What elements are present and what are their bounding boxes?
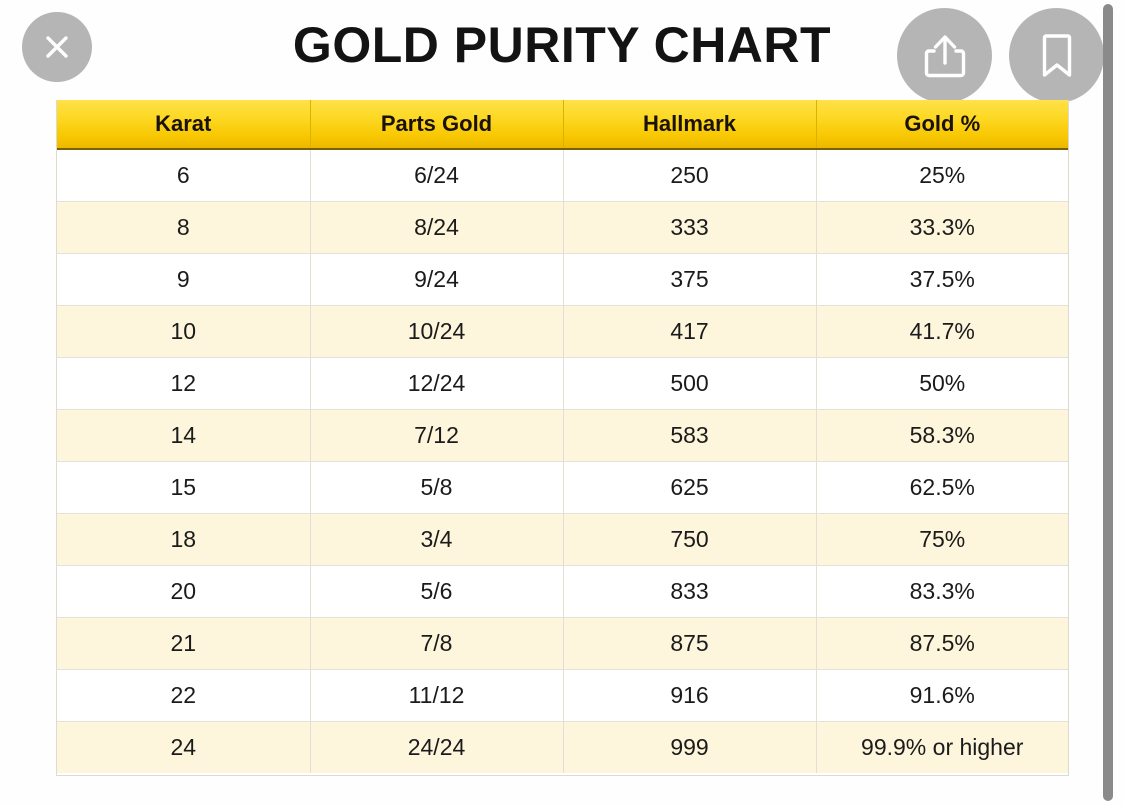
table-row: 24 24/24 999 99.9% or higher bbox=[57, 721, 1068, 773]
column-header-parts-gold: Parts Gold bbox=[310, 100, 564, 150]
column-header-hallmark: Hallmark bbox=[563, 100, 817, 150]
cell-hallmark: 625 bbox=[563, 461, 817, 514]
cell-gold-pct: 99.9% or higher bbox=[816, 721, 1068, 773]
cell-hallmark: 916 bbox=[563, 669, 817, 722]
cell-gold-pct: 37.5% bbox=[816, 253, 1068, 306]
cell-parts-gold: 9/24 bbox=[310, 253, 564, 306]
cell-parts-gold: 8/24 bbox=[310, 201, 564, 254]
cell-gold-pct: 41.7% bbox=[816, 305, 1068, 358]
cell-parts-gold: 7/12 bbox=[310, 409, 564, 462]
table-row: 21 7/8 875 87.5% bbox=[57, 617, 1068, 670]
table-row: 15 5/8 625 62.5% bbox=[57, 461, 1068, 514]
cell-hallmark: 417 bbox=[563, 305, 817, 358]
column-header-karat: Karat bbox=[57, 100, 311, 150]
cell-hallmark: 875 bbox=[563, 617, 817, 670]
cell-karat: 8 bbox=[57, 201, 311, 254]
cell-parts-gold: 12/24 bbox=[310, 357, 564, 410]
table-row: 12 12/24 500 50% bbox=[57, 357, 1068, 410]
cell-hallmark: 750 bbox=[563, 513, 817, 566]
cell-gold-pct: 91.6% bbox=[816, 669, 1068, 722]
gold-purity-table: Karat Parts Gold Hallmark Gold % 6 6/24 … bbox=[57, 100, 1068, 773]
cell-hallmark: 250 bbox=[563, 149, 817, 202]
cell-karat: 22 bbox=[57, 669, 311, 722]
cell-gold-pct: 62.5% bbox=[816, 461, 1068, 514]
cell-parts-gold: 6/24 bbox=[310, 149, 564, 202]
table-body: 6 6/24 250 25% 8 8/24 333 33.3% 9 9/24 3… bbox=[57, 149, 1068, 773]
cell-parts-gold: 11/12 bbox=[310, 669, 564, 722]
cell-parts-gold: 7/8 bbox=[310, 617, 564, 670]
cell-hallmark: 500 bbox=[563, 357, 817, 410]
cell-hallmark: 833 bbox=[563, 565, 817, 618]
vertical-scrollbar-thumb[interactable] bbox=[1103, 4, 1113, 801]
top-bar: GOLD PURITY CHART bbox=[0, 0, 1124, 103]
cell-karat: 24 bbox=[57, 721, 311, 773]
close-button[interactable] bbox=[22, 12, 92, 82]
cell-karat: 10 bbox=[57, 305, 311, 358]
page-title: GOLD PURITY CHART bbox=[292, 17, 832, 73]
cell-karat: 15 bbox=[57, 461, 311, 514]
cell-hallmark: 999 bbox=[563, 721, 817, 773]
cell-hallmark: 333 bbox=[563, 201, 817, 254]
cell-karat: 18 bbox=[57, 513, 311, 566]
cell-gold-pct: 50% bbox=[816, 357, 1068, 410]
cell-hallmark: 583 bbox=[563, 409, 817, 462]
cell-hallmark: 375 bbox=[563, 253, 817, 306]
close-x-icon bbox=[46, 36, 68, 58]
cell-karat: 12 bbox=[57, 357, 311, 410]
cell-parts-gold: 5/8 bbox=[310, 461, 564, 514]
table-row: 6 6/24 250 25% bbox=[57, 149, 1068, 202]
cell-parts-gold: 3/4 bbox=[310, 513, 564, 566]
cell-karat: 6 bbox=[57, 149, 311, 202]
bookmark-button[interactable] bbox=[1009, 8, 1104, 103]
cell-gold-pct: 33.3% bbox=[816, 201, 1068, 254]
cell-parts-gold: 24/24 bbox=[310, 721, 564, 773]
bookmark-icon bbox=[1042, 33, 1071, 77]
gold-purity-table-container: Karat Parts Gold Hallmark Gold % 6 6/24 … bbox=[56, 100, 1069, 776]
table-header-row: Karat Parts Gold Hallmark Gold % bbox=[57, 100, 1068, 150]
share-upload-icon bbox=[924, 34, 965, 77]
cell-gold-pct: 75% bbox=[816, 513, 1068, 566]
column-header-gold-pct: Gold % bbox=[816, 100, 1068, 150]
cell-gold-pct: 25% bbox=[816, 149, 1068, 202]
cell-karat: 14 bbox=[57, 409, 311, 462]
table-row: 14 7/12 583 58.3% bbox=[57, 409, 1068, 462]
vertical-scrollbar-track[interactable] bbox=[1103, 0, 1119, 805]
cell-karat: 21 bbox=[57, 617, 311, 670]
share-button[interactable] bbox=[897, 8, 992, 103]
table-row: 10 10/24 417 41.7% bbox=[57, 305, 1068, 358]
table-row: 20 5/6 833 83.3% bbox=[57, 565, 1068, 618]
cell-gold-pct: 58.3% bbox=[816, 409, 1068, 462]
table-header: Karat Parts Gold Hallmark Gold % bbox=[57, 100, 1068, 150]
table-row: 8 8/24 333 33.3% bbox=[57, 201, 1068, 254]
table-row: 18 3/4 750 75% bbox=[57, 513, 1068, 566]
cell-parts-gold: 5/6 bbox=[310, 565, 564, 618]
cell-parts-gold: 10/24 bbox=[310, 305, 564, 358]
table-row: 22 11/12 916 91.6% bbox=[57, 669, 1068, 722]
cell-karat: 20 bbox=[57, 565, 311, 618]
cell-gold-pct: 87.5% bbox=[816, 617, 1068, 670]
cell-gold-pct: 83.3% bbox=[816, 565, 1068, 618]
table-row: 9 9/24 375 37.5% bbox=[57, 253, 1068, 306]
cell-karat: 9 bbox=[57, 253, 311, 306]
